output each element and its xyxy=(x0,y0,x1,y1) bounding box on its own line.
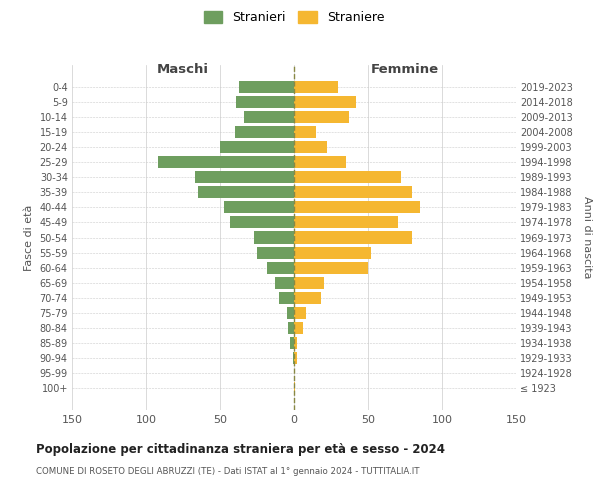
Bar xyxy=(294,246,371,258)
Bar xyxy=(294,80,338,92)
Bar xyxy=(257,246,294,258)
Y-axis label: Fasce di età: Fasce di età xyxy=(24,204,34,270)
Bar xyxy=(244,111,294,123)
Bar xyxy=(230,216,294,228)
Bar xyxy=(294,292,320,304)
Bar xyxy=(268,262,294,274)
Bar xyxy=(275,276,294,289)
Bar xyxy=(294,171,401,183)
Bar xyxy=(288,322,294,334)
Bar xyxy=(195,171,294,183)
Bar xyxy=(294,202,420,213)
Bar xyxy=(290,337,294,349)
Bar xyxy=(294,156,346,168)
Bar xyxy=(239,80,294,92)
Bar xyxy=(235,126,294,138)
Bar xyxy=(294,276,323,289)
Text: Popolazione per cittadinanza straniera per età e sesso - 2024: Popolazione per cittadinanza straniera p… xyxy=(36,442,445,456)
Bar xyxy=(198,186,294,198)
Y-axis label: Anni di nascita: Anni di nascita xyxy=(583,196,592,279)
Bar xyxy=(294,352,297,364)
Bar xyxy=(293,352,294,364)
Legend: Stranieri, Straniere: Stranieri, Straniere xyxy=(199,6,389,30)
Text: Maschi: Maschi xyxy=(157,63,209,76)
Bar xyxy=(294,96,356,108)
Bar xyxy=(158,156,294,168)
Bar xyxy=(294,262,368,274)
Bar xyxy=(224,202,294,213)
Bar xyxy=(294,382,295,394)
Bar xyxy=(220,141,294,153)
Text: Femmine: Femmine xyxy=(371,63,439,76)
Bar xyxy=(294,307,306,319)
Text: COMUNE DI ROSETO DEGLI ABRUZZI (TE) - Dati ISTAT al 1° gennaio 2024 - TUTTITALIA: COMUNE DI ROSETO DEGLI ABRUZZI (TE) - Da… xyxy=(36,468,419,476)
Bar xyxy=(254,232,294,243)
Bar xyxy=(279,292,294,304)
Bar xyxy=(294,216,398,228)
Bar xyxy=(294,111,349,123)
Bar xyxy=(294,337,297,349)
Bar xyxy=(287,307,294,319)
Bar xyxy=(294,126,316,138)
Bar xyxy=(236,96,294,108)
Bar xyxy=(294,141,326,153)
Bar xyxy=(294,322,303,334)
Bar xyxy=(294,232,412,243)
Bar xyxy=(294,186,412,198)
